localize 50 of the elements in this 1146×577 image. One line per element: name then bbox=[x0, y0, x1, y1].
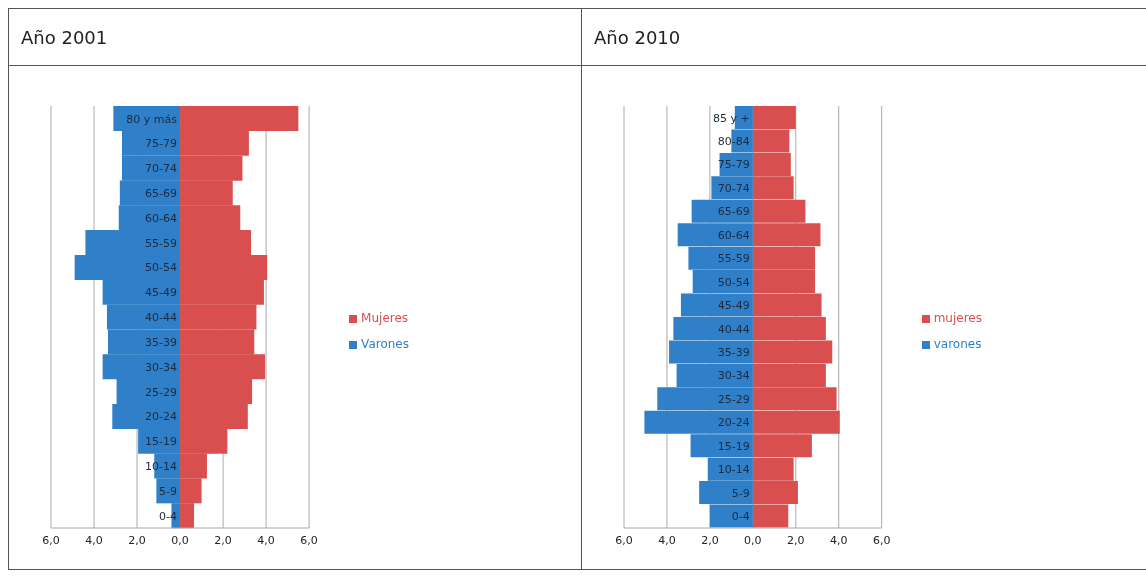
y-tick-label: 20-24 bbox=[145, 410, 178, 424]
y-tick-label: 55-59 bbox=[717, 252, 750, 266]
x-tick-label: 4,0 bbox=[829, 533, 848, 547]
x-tick-label: 4,0 bbox=[85, 533, 103, 547]
x-tick-label: 2,0 bbox=[214, 533, 232, 547]
y-tick-label: 10-14 bbox=[717, 463, 750, 477]
y-tick-label: 50-54 bbox=[145, 261, 178, 275]
y-tick-label: 65-69 bbox=[145, 186, 178, 200]
y-tick-label: 60-64 bbox=[145, 211, 178, 225]
y-tick-label: 55-59 bbox=[145, 236, 178, 250]
legend-label: varones bbox=[933, 337, 982, 351]
y-tick-label: 5-9 bbox=[159, 484, 178, 498]
y-tick-label: 60-64 bbox=[717, 228, 750, 242]
x-tick-label: 0,0 bbox=[171, 533, 189, 547]
y-tick-label: 50-54 bbox=[717, 275, 750, 289]
y-tick-label: 35-39 bbox=[145, 335, 178, 349]
y-tick-label: 70-74 bbox=[145, 162, 178, 176]
x-tick-label: 6,0 bbox=[300, 533, 318, 547]
legend-label: Mujeres bbox=[361, 311, 409, 325]
y-tick-label: 70-74 bbox=[717, 181, 750, 195]
y-tick-label: 80 y más bbox=[126, 112, 178, 126]
x-tick-label: 6,0 bbox=[42, 533, 60, 547]
legend-label: Varones bbox=[361, 337, 409, 351]
chart-title: Año 2001 bbox=[9, 9, 581, 66]
legend-label: mujeres bbox=[933, 311, 982, 325]
x-tick-label: 6,0 bbox=[615, 533, 633, 547]
x-tick-label: 6,0 bbox=[872, 533, 891, 547]
y-tick-label: 65-69 bbox=[717, 205, 750, 219]
y-tick-label: 15-19 bbox=[145, 435, 178, 449]
y-tick-label: 5-9 bbox=[731, 486, 750, 500]
y-tick-label: 35-39 bbox=[717, 345, 750, 359]
y-tick-label: 15-19 bbox=[717, 439, 750, 453]
chart-title: Año 2010 bbox=[582, 9, 1146, 66]
y-tick-label: 0-4 bbox=[731, 510, 750, 524]
y-tick-label: 75-79 bbox=[145, 137, 178, 151]
y-tick-label: 25-29 bbox=[717, 392, 750, 406]
y-tick-label: 30-34 bbox=[717, 369, 750, 383]
y-tick-label: 30-34 bbox=[145, 360, 178, 374]
y-tick-label: 25-29 bbox=[145, 385, 178, 399]
y-tick-label: 40-44 bbox=[717, 322, 750, 336]
x-tick-label: 2,0 bbox=[701, 533, 719, 547]
y-tick-label: 45-49 bbox=[145, 286, 178, 300]
x-tick-label: 4,0 bbox=[658, 533, 676, 547]
x-tick-label: 0,0 bbox=[744, 533, 762, 547]
x-tick-label: 2,0 bbox=[128, 533, 146, 547]
y-tick-label: 20-24 bbox=[717, 416, 750, 430]
y-tick-label: 40-44 bbox=[145, 311, 178, 325]
x-tick-label: 2,0 bbox=[787, 533, 805, 547]
x-tick-label: 4,0 bbox=[257, 533, 275, 547]
y-tick-label: 45-49 bbox=[717, 299, 750, 313]
